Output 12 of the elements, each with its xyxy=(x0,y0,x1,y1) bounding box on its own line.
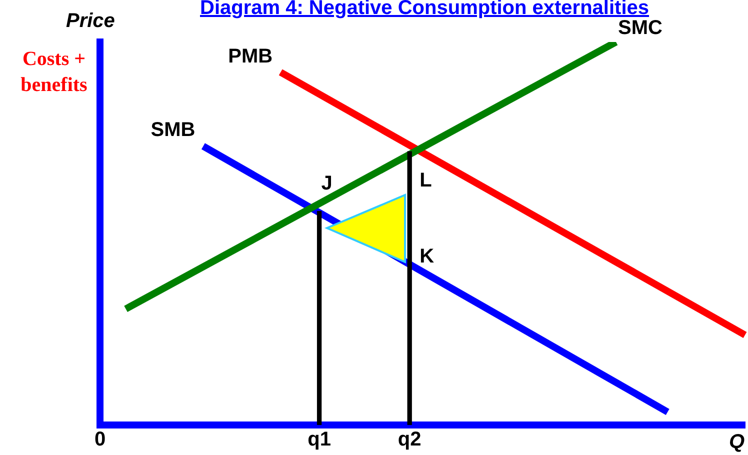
annotation: L xyxy=(420,170,432,192)
series-label: SMC xyxy=(618,17,662,39)
x-axis-title: Q xyxy=(729,431,745,454)
x-tick-label: 0 xyxy=(94,428,106,451)
x-tick-label: q1 xyxy=(308,428,331,451)
series-label: PMB xyxy=(228,45,273,68)
x-tick-label: q2 xyxy=(398,428,422,451)
annotation: J xyxy=(321,172,332,194)
series-label: SMB xyxy=(150,119,196,142)
text: Costs + benefits xyxy=(20,47,88,98)
annotation: K xyxy=(420,246,435,268)
y-axis-title: Price xyxy=(66,10,115,33)
